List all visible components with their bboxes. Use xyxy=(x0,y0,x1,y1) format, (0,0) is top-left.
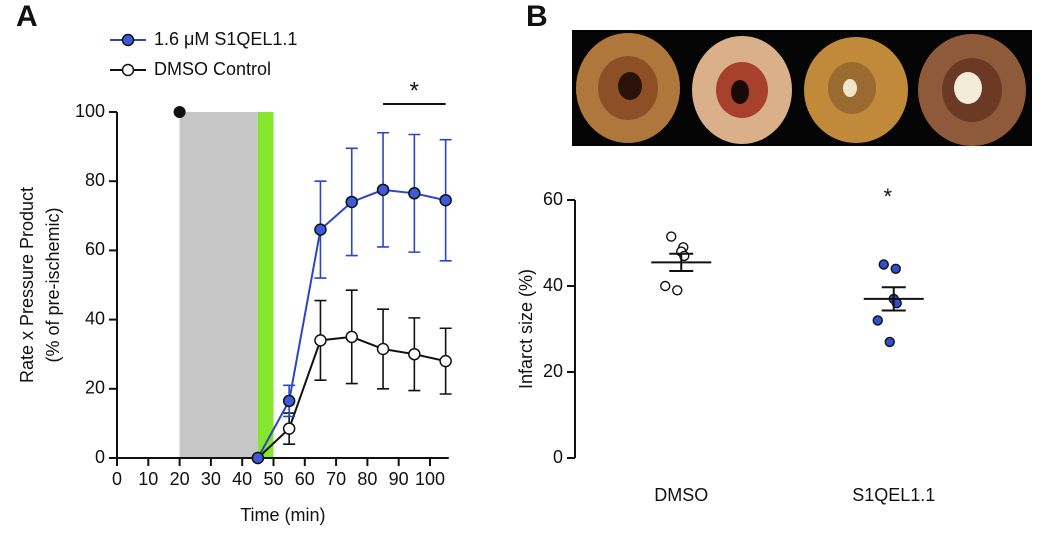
legend-marker xyxy=(121,33,135,47)
shaded-region xyxy=(257,112,274,458)
data-point xyxy=(345,195,358,209)
data-point xyxy=(666,231,677,242)
x-tick-label: 40 xyxy=(232,469,252,489)
x-tick-label: 10 xyxy=(138,469,158,489)
legend-label: DMSO Control xyxy=(154,59,271,79)
x-tick-label: 60 xyxy=(295,469,315,489)
x-tick-label: 70 xyxy=(326,469,346,489)
significance-label: * xyxy=(883,184,892,209)
data-point xyxy=(251,451,265,465)
data-point xyxy=(314,223,327,236)
data-point xyxy=(314,334,327,347)
data-point xyxy=(282,422,296,435)
y-tick-label: 0 xyxy=(553,447,563,467)
legend-marker xyxy=(121,63,135,77)
data-point xyxy=(884,336,895,348)
y-axis-label: Rate x Pressure Product xyxy=(17,187,37,383)
x-tick-label: 30 xyxy=(201,469,221,489)
y-tick-label: 40 xyxy=(85,308,105,328)
data-point xyxy=(282,394,296,408)
y-axis-label: (% of pre-ischemic) xyxy=(43,207,63,362)
x-axis-label: Time (min) xyxy=(240,505,325,525)
data-point xyxy=(660,280,671,292)
y-tick-label: 20 xyxy=(85,378,105,398)
event-marker xyxy=(173,106,186,118)
x-tick-label: 80 xyxy=(357,469,377,489)
x-tick-label: 100 xyxy=(415,469,445,489)
data-point xyxy=(345,330,358,344)
panel-label: A xyxy=(16,0,38,33)
data-point xyxy=(408,187,421,200)
data-point xyxy=(878,259,889,270)
y-tick-label: 60 xyxy=(85,239,105,259)
data-point xyxy=(890,263,901,274)
y-tick-label: 40 xyxy=(543,275,563,295)
shaded-region xyxy=(179,112,258,458)
panel-label: B xyxy=(526,0,548,33)
data-point xyxy=(376,342,390,356)
heart-photo xyxy=(572,30,1032,146)
y-tick-label: 20 xyxy=(543,361,563,381)
y-tick-label: 100 xyxy=(75,101,105,121)
data-point xyxy=(439,354,452,368)
x-tick-label: 20 xyxy=(170,469,190,489)
y-axis-label: Infarct size (%) xyxy=(516,269,536,389)
data-point xyxy=(872,315,883,326)
data-point xyxy=(439,193,452,207)
significance-label: * xyxy=(410,77,419,104)
y-tick-label: 0 xyxy=(95,447,105,467)
error-bar xyxy=(669,252,694,272)
y-tick-label: 80 xyxy=(85,170,105,190)
x-tick-label: DMSO xyxy=(654,485,708,505)
x-tick-label: 90 xyxy=(389,469,409,489)
x-tick-label: S1QEL1.1 xyxy=(852,485,935,505)
x-tick-label: 0 xyxy=(112,469,122,489)
x-tick-label: 50 xyxy=(263,469,283,489)
data-point xyxy=(408,347,421,361)
legend-label: 1.6 μM S1QEL1.1 xyxy=(154,29,297,49)
data-point xyxy=(672,285,683,296)
y-tick-label: 60 xyxy=(543,189,563,209)
error-bar xyxy=(881,286,906,312)
data-point xyxy=(376,183,390,197)
